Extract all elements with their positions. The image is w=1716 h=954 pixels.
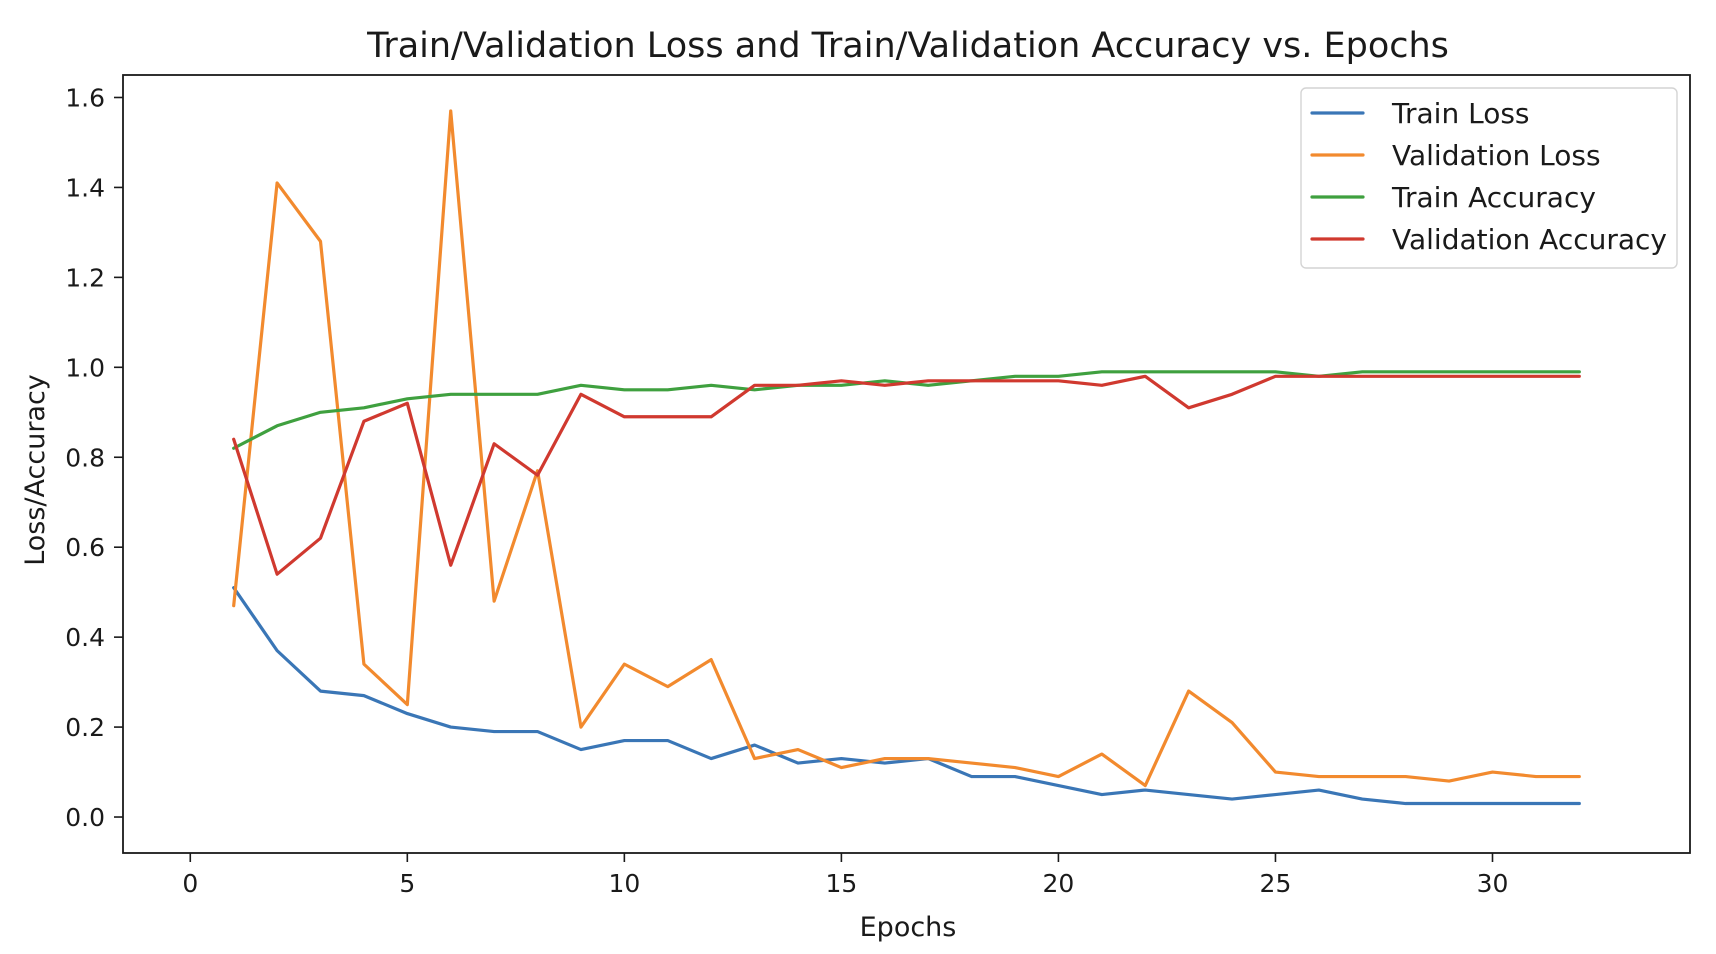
x-tick-label-5: 20 xyxy=(1043,869,1075,898)
x-tick-label-4: 15 xyxy=(825,869,857,898)
x-tick-label-2: 5 xyxy=(399,869,415,898)
series-line-4 xyxy=(232,374,1581,576)
y-tick-label-7: 1.2 xyxy=(65,263,105,292)
plot-frame xyxy=(122,74,1691,854)
y-tick-label-2: 0.2 xyxy=(65,713,105,742)
y-tick-label-6: 1.0 xyxy=(65,353,105,382)
legend-box xyxy=(1300,87,1678,269)
y-tick-label-5: 0.8 xyxy=(65,443,105,472)
x-tick-label-1: 0 xyxy=(182,869,198,898)
x-tick-label-7: 30 xyxy=(1477,869,1509,898)
y-tick-label-4: 0.6 xyxy=(65,533,105,562)
y-tick-label-9: 1.6 xyxy=(65,83,105,112)
y-tick-label-8: 1.4 xyxy=(65,173,105,202)
y-tick-label-3: 0.4 xyxy=(65,623,105,652)
series-line-1 xyxy=(232,586,1581,806)
plot-area: 0 5 10 15 20 25 30 0.0 0.2 0.4 0.6 0.8 1.0 1.2 1.4 1.6 T… xyxy=(65,74,1691,898)
legend-label-4: Validation Accuracy xyxy=(1392,223,1667,256)
legend-label-2: Validation Loss xyxy=(1392,139,1601,172)
chart-title: Train/Validation Loss and Train/Validati… xyxy=(366,26,1449,66)
x-tick-label-6: 25 xyxy=(1260,869,1292,898)
series-line-2 xyxy=(232,109,1581,788)
x-axis-label: Epochs xyxy=(860,912,957,943)
legend-label-1: Train Loss xyxy=(1391,97,1530,130)
x-tick-label-3: 10 xyxy=(608,869,640,898)
legend-label-3: Train Accuracy xyxy=(1391,181,1596,214)
y-axis-label: Loss/Accuracy xyxy=(20,374,51,566)
y-tick-label-1: 0.0 xyxy=(65,803,105,832)
